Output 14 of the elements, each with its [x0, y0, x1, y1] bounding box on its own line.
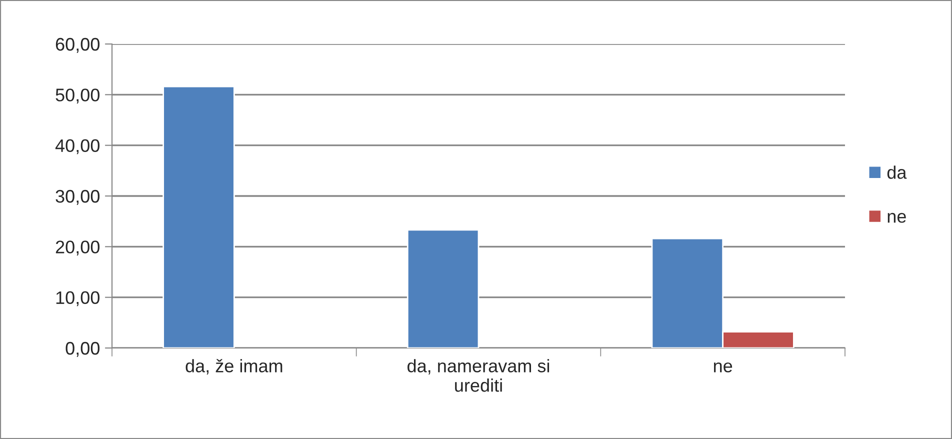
x-tick-label: da, že imam: [186, 359, 282, 375]
legend-label: ne: [888, 212, 906, 223]
x-tick-label: ne: [714, 362, 732, 372]
legend-label: da: [887, 166, 907, 179]
y-tick-label: 30,00: [56, 190, 100, 205]
y-tick-label: 10,00: [56, 291, 100, 306]
y-tick-label: 60,00: [56, 38, 100, 53]
y-tick-label: 50,00: [56, 88, 100, 104]
y-tick-label: 40,00: [55, 139, 100, 154]
y-tick-label: 20,00: [56, 240, 100, 256]
x-tick-label: da, nameravam si urediti: [408, 359, 550, 392]
bar: [406, 229, 480, 348]
bar: [162, 86, 235, 348]
y-tick-label: 0,00: [66, 342, 100, 357]
